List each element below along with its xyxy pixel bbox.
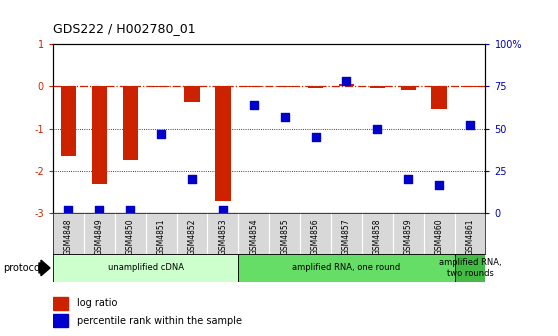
FancyArrow shape — [39, 260, 50, 276]
Point — [126, 207, 134, 213]
Bar — [455, 254, 485, 282]
Bar — [53, 314, 68, 327]
Bar — [153, 86, 169, 87]
Bar — [238, 254, 455, 282]
Text: GSM4850: GSM4850 — [126, 218, 134, 255]
Point — [249, 102, 258, 108]
Text: GSM4860: GSM4860 — [435, 218, 444, 255]
Text: GSM4851: GSM4851 — [157, 218, 166, 255]
Point — [311, 134, 320, 140]
Text: GSM4855: GSM4855 — [280, 218, 289, 255]
Point — [64, 207, 73, 213]
Bar — [277, 86, 292, 87]
Text: GSM4856: GSM4856 — [311, 218, 320, 255]
Bar — [184, 86, 200, 102]
Text: log ratio: log ratio — [77, 298, 117, 308]
Bar — [401, 86, 416, 90]
Point — [465, 122, 474, 128]
Text: amplified RNA, one round: amplified RNA, one round — [292, 263, 401, 272]
Bar — [215, 86, 230, 201]
Point — [435, 182, 444, 187]
Text: GDS222 / H002780_01: GDS222 / H002780_01 — [53, 22, 196, 35]
Text: GSM4849: GSM4849 — [95, 218, 104, 255]
Bar — [92, 86, 107, 184]
Bar — [431, 86, 447, 110]
Text: GSM4858: GSM4858 — [373, 218, 382, 255]
Bar — [61, 86, 76, 156]
Bar — [246, 86, 262, 87]
Text: protocol: protocol — [3, 263, 42, 273]
Text: amplified RNA,
two rounds: amplified RNA, two rounds — [439, 258, 501, 278]
Point — [404, 177, 413, 182]
Bar — [369, 86, 385, 88]
Text: percentile rank within the sample: percentile rank within the sample — [77, 316, 242, 326]
Point — [373, 126, 382, 131]
Bar — [53, 254, 238, 282]
Text: unamplified cDNA: unamplified cDNA — [108, 263, 184, 272]
Bar — [339, 84, 354, 86]
Text: GSM4853: GSM4853 — [218, 218, 228, 255]
Text: GSM4857: GSM4857 — [342, 218, 351, 255]
Point — [280, 114, 289, 119]
Text: GSM4859: GSM4859 — [404, 218, 413, 255]
Text: GSM4852: GSM4852 — [187, 218, 196, 255]
Bar — [462, 86, 478, 87]
Point — [187, 177, 196, 182]
Text: GSM4854: GSM4854 — [249, 218, 258, 255]
Point — [218, 207, 227, 213]
Text: GSM4861: GSM4861 — [465, 218, 474, 255]
Text: GSM4848: GSM4848 — [64, 218, 73, 255]
Bar — [53, 297, 68, 310]
Bar — [308, 86, 323, 88]
Point — [157, 131, 166, 136]
Bar — [123, 86, 138, 160]
Point — [342, 78, 351, 84]
Point — [95, 207, 104, 213]
